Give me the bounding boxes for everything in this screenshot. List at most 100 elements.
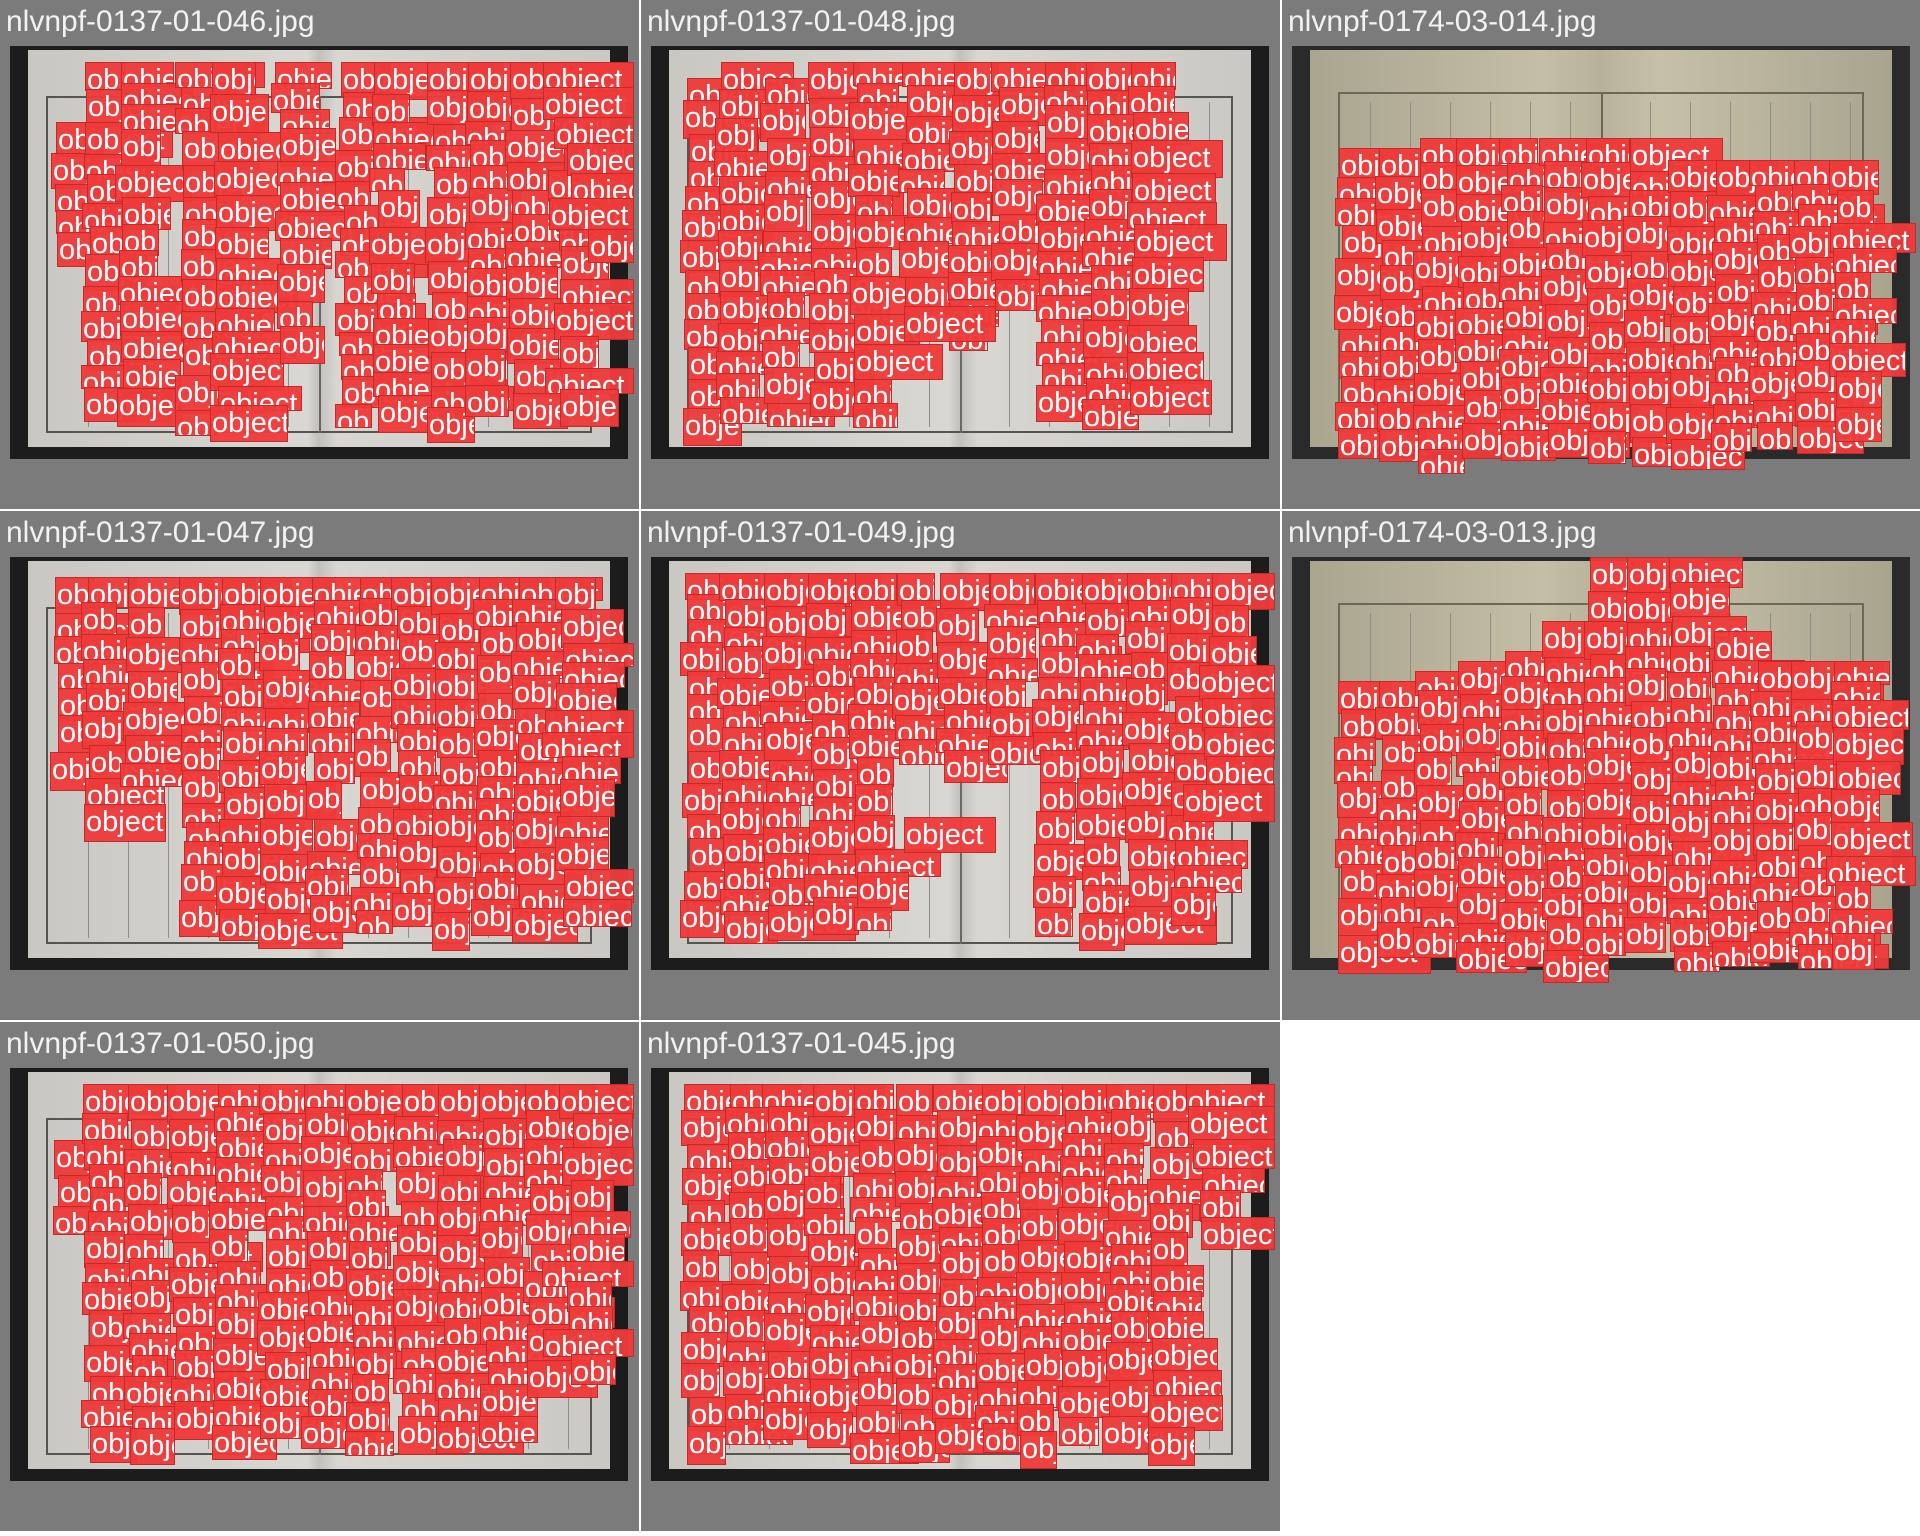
detection-box: object bbox=[354, 739, 391, 777]
tile-filename: nlvnpf-0137-01-048.jpg bbox=[647, 5, 956, 38]
detection-box: object bbox=[1206, 756, 1274, 785]
detection-box: object bbox=[1153, 1370, 1222, 1397]
image-tile[interactable]: objectobjectobjectobjectobjectobjectobje… bbox=[1282, 511, 1920, 1020]
detection-box: object bbox=[349, 1241, 388, 1270]
detection-box: object bbox=[549, 198, 634, 230]
detection-box: object bbox=[1032, 699, 1080, 736]
detection-box: object bbox=[215, 308, 275, 334]
detection-box: object bbox=[128, 671, 178, 706]
detection-box: object bbox=[807, 1412, 853, 1448]
image-tile[interactable]: object object object object object object obje… bbox=[641, 1022, 1280, 1531]
detection-box: object bbox=[1414, 752, 1452, 789]
detection-box: object bbox=[1832, 933, 1875, 970]
image-tile[interactable]: objectobjectobjectobjectobjectobjectobje… bbox=[1282, 0, 1920, 509]
detection-box: object bbox=[1201, 1217, 1275, 1250]
detection-box: object bbox=[1209, 636, 1257, 669]
detection-box: object bbox=[687, 1426, 726, 1465]
detection-box: object bbox=[938, 677, 988, 709]
detection-box: object bbox=[130, 1428, 175, 1465]
detection-box: object bbox=[210, 353, 284, 391]
detection-box: object bbox=[179, 638, 222, 665]
detection-box: object bbox=[1084, 837, 1120, 871]
image-tile[interactable]: object object object object object object obje… bbox=[641, 0, 1280, 509]
detection-box: object bbox=[1711, 823, 1755, 862]
detection-box: object bbox=[465, 349, 506, 386]
tile-filename: nlvnpf-0137-01-049.jpg bbox=[647, 516, 956, 549]
detection-box: object bbox=[356, 910, 393, 934]
detection-box: object bbox=[854, 907, 892, 931]
detection-box: object bbox=[727, 1310, 765, 1343]
detection-box: object bbox=[848, 164, 900, 197]
detection-box: object bbox=[513, 393, 568, 429]
image-tile[interactable]: objectobjectobjectobjectobjectobjectobje… bbox=[0, 1022, 639, 1531]
detection-box: object bbox=[563, 899, 632, 927]
detection-box: object bbox=[115, 165, 192, 202]
detection-box: object bbox=[857, 872, 909, 911]
detection-box: object bbox=[992, 121, 1039, 154]
detection-box: object bbox=[1132, 257, 1204, 292]
detection-box: object bbox=[306, 781, 342, 820]
detection-box: object bbox=[121, 129, 161, 168]
detection-box: object bbox=[987, 626, 1036, 661]
detection-box: object bbox=[806, 603, 846, 639]
detection-box: object bbox=[1669, 805, 1719, 843]
detection-box: object bbox=[1128, 86, 1175, 115]
image-tile[interactable]: objectobjectobjectobjectobjectobjectobje… bbox=[0, 511, 639, 1020]
detection-box: object bbox=[218, 648, 255, 680]
detection-box: object bbox=[1148, 1311, 1204, 1339]
detection-box: object bbox=[426, 145, 474, 171]
detection-box: object bbox=[277, 264, 325, 303]
image-tile[interactable]: objectobjectobjectobjectobjectobjectobje… bbox=[0, 0, 639, 509]
detection-box: object bbox=[223, 726, 267, 765]
detection-box: object bbox=[1831, 822, 1913, 857]
detection-box: object bbox=[121, 83, 193, 107]
detection-box: object bbox=[560, 779, 615, 817]
detection-box: object bbox=[1711, 423, 1752, 452]
detection-box: object bbox=[1082, 866, 1121, 891]
detection-box: object bbox=[90, 1426, 137, 1463]
detection-box: object bbox=[857, 757, 894, 787]
detection-box: object bbox=[1036, 811, 1075, 845]
detection-box: object bbox=[555, 837, 609, 871]
detection-box: object bbox=[373, 143, 426, 170]
detection-box: object bbox=[1671, 698, 1712, 725]
detection-box: object bbox=[804, 1208, 845, 1236]
detection-box: object bbox=[1829, 909, 1893, 934]
detection-box: object bbox=[121, 62, 174, 87]
tile-filename: nlvnpf-0174-03-014.jpg bbox=[1288, 5, 1597, 38]
detection-box: object bbox=[1174, 865, 1242, 893]
detection-overlay: object object object object object object obje… bbox=[641, 1022, 1280, 1531]
detection-box: object bbox=[1059, 1417, 1099, 1446]
detection-box: object bbox=[1148, 1427, 1195, 1466]
detection-box: object bbox=[1418, 449, 1465, 474]
detection-box: object bbox=[398, 750, 436, 778]
detection-box: object bbox=[718, 323, 760, 356]
detection-box: object bbox=[121, 331, 190, 362]
detection-box: object bbox=[1500, 730, 1546, 762]
detection-box: object bbox=[1507, 211, 1545, 250]
detection-box: object bbox=[1459, 801, 1507, 834]
detection-box: object bbox=[808, 62, 860, 101]
detection-box: object bbox=[936, 608, 979, 646]
detection-box: object bbox=[765, 171, 817, 198]
detection-box: object bbox=[543, 87, 634, 120]
detection-box: object bbox=[1670, 582, 1730, 618]
detection-box: object bbox=[465, 385, 509, 417]
tile-filename: nlvnpf-0137-01-046.jpg bbox=[6, 5, 315, 38]
detection-box: object bbox=[1171, 573, 1219, 599]
detection-box: object bbox=[81, 602, 117, 635]
tile-filename: nlvnpf-0137-01-050.jpg bbox=[6, 1027, 315, 1060]
detection-box: object bbox=[1501, 185, 1543, 212]
detection-box: object bbox=[526, 1214, 574, 1245]
detection-box: object bbox=[1836, 371, 1882, 410]
detection-box: object bbox=[467, 268, 512, 299]
detection-box: object bbox=[896, 629, 933, 665]
detection-box: object bbox=[402, 1393, 439, 1417]
image-tile[interactable]: objectobjectobjectobjectobjectobjectobje… bbox=[641, 511, 1280, 1020]
detection-box: object bbox=[542, 732, 634, 758]
detection-box: object bbox=[280, 326, 325, 364]
column-rule bbox=[1209, 102, 1210, 427]
detection-overlay: objectobjectobjectobjectobjectobjectobje… bbox=[1282, 511, 1920, 1020]
detection-box: object bbox=[762, 1084, 817, 1108]
detection-box: object bbox=[560, 336, 599, 372]
